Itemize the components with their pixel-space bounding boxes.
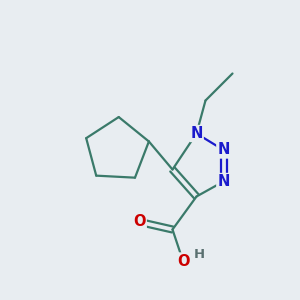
Text: N: N (217, 174, 230, 189)
Text: O: O (133, 214, 146, 230)
Text: H: H (194, 248, 205, 262)
Text: O: O (177, 254, 189, 268)
Text: N: N (190, 126, 203, 141)
Text: N: N (217, 142, 230, 158)
